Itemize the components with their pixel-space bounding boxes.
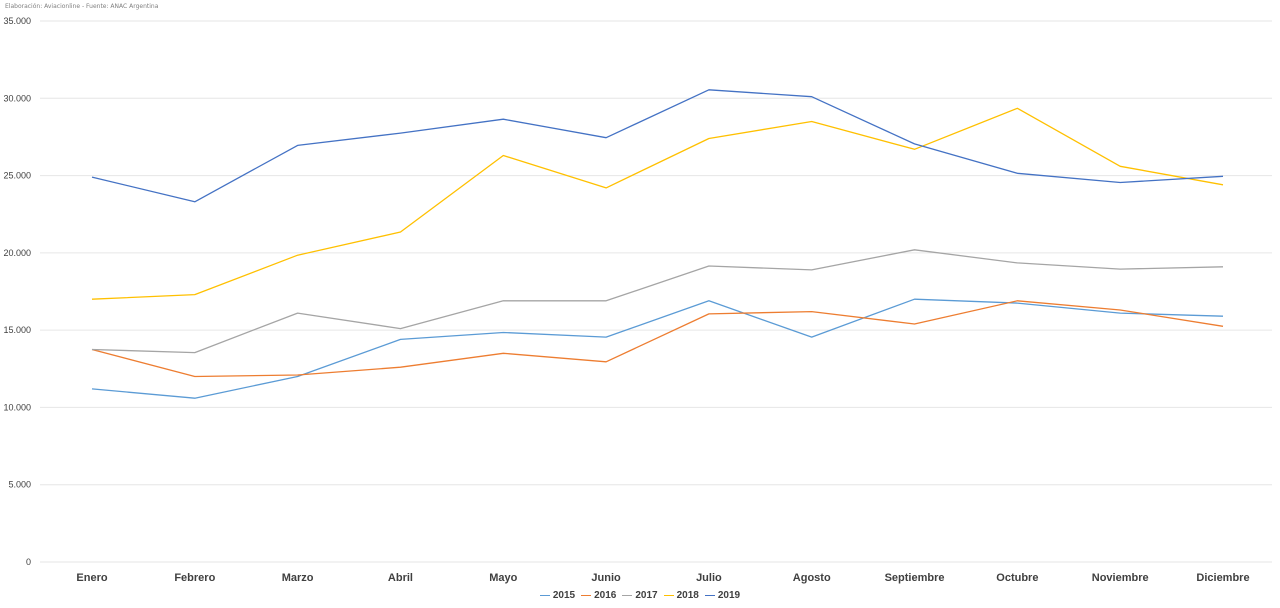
y-tick-label: 10.000 [3,402,31,412]
x-tick-label: Septiembre [885,572,945,584]
x-axis-ticks: Enero Febrero Marzo Abril Mayo Junio Julio Agos… [76,572,1249,584]
legend-label: 2019 [717,590,741,601]
x-tick-label: Julio [696,572,722,584]
legend: 2015 2016 2017 2018 2019 [0,590,1280,601]
y-tick-label: 15.000 [3,325,31,335]
x-tick-label: Diciembre [1196,572,1249,584]
x-tick-label: Abril [388,572,413,584]
legend-item-2015: 2015 [539,590,576,601]
line-chart: 0 5.000 10.000 15.000 20.000 25.000 30.000 35.0… [3,16,1272,584]
y-tick-label: 30.000 [3,93,31,103]
legend-label: 2017 [635,590,658,601]
legend-swatch [704,595,715,596]
legend-item-2019: 2019 [704,590,741,601]
source-credit: Elaboración: Aviacionline - Fuente: ANAC… [5,3,159,10]
x-tick-label: Mayo [489,572,517,584]
legend-item-2017: 2017 [622,590,658,601]
legend-swatch [581,595,592,596]
x-tick-label: Marzo [282,572,314,584]
y-tick-label: 25.000 [3,171,31,181]
x-tick-label: Febrero [174,572,215,584]
y-tick-label: 20.000 [3,248,31,258]
x-tick-label: Agosto [793,572,831,584]
x-tick-label: Enero [76,572,107,584]
legend-swatch [663,595,674,596]
y-tick-label: 5.000 [8,480,31,490]
y-axis-ticks: 0 5.000 10.000 15.000 20.000 25.000 30.000 35.0… [3,16,31,567]
series-line-2019 [91,89,1224,203]
series-line-2017 [91,249,1224,354]
series-line-2018 [91,107,1224,300]
gridlines [40,20,1272,563]
legend-label: 2016 [594,590,617,601]
legend-item-2016: 2016 [581,590,616,601]
series-lines [91,89,1224,399]
x-tick-label: Junio [591,572,621,584]
legend-label: 2018 [676,590,699,601]
x-tick-label: Noviembre [1092,572,1149,584]
series-line-2016 [91,300,1224,378]
legend-label: 2015 [552,590,576,601]
y-tick-label: 0 [26,557,31,567]
legend-item-2018: 2018 [663,590,699,601]
x-tick-label: Octubre [996,572,1038,584]
legend-swatch [622,595,633,596]
legend-swatch [539,595,550,596]
y-tick-label: 35.000 [3,16,31,26]
series-line-2015 [91,298,1224,399]
